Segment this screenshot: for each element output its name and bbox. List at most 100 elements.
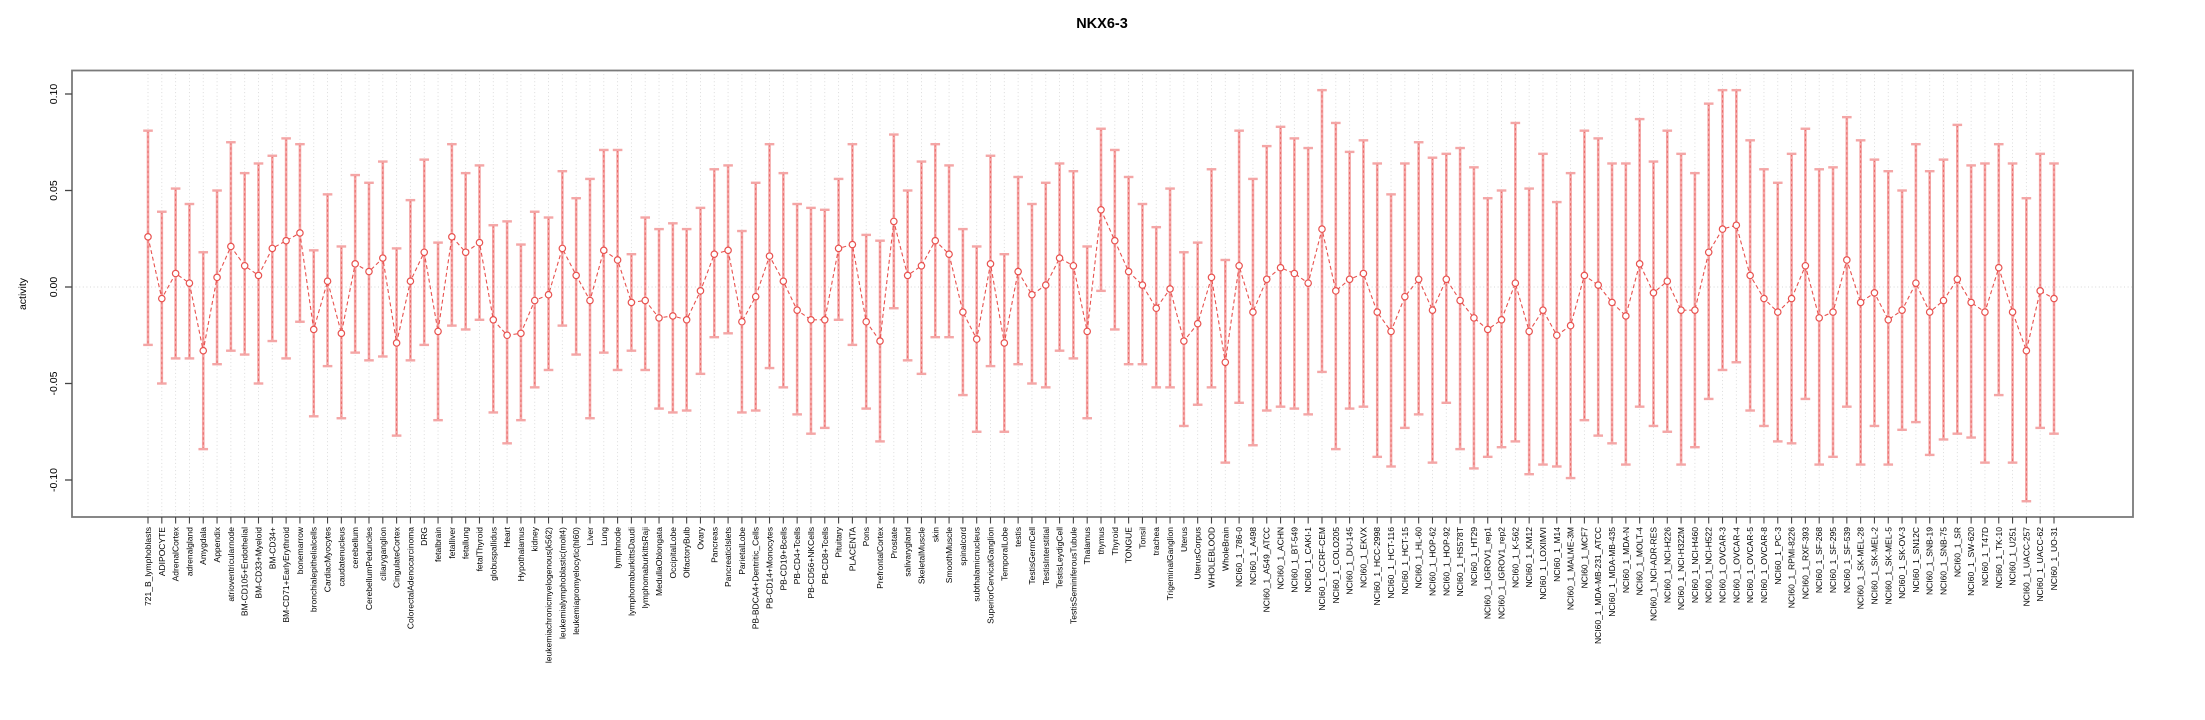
data-point — [1843, 256, 1851, 264]
data-point — [1566, 321, 1575, 330]
x-tick-label: CingulateCortex — [392, 526, 402, 588]
x-tick-label: NCI60_1_M14 — [1552, 527, 1562, 582]
y-tick-label: -0.10 — [48, 468, 60, 492]
data-point — [240, 261, 249, 270]
x-tick-label: leukemialymphoblastic(molt4) — [557, 527, 567, 639]
x-tick-label: Liver — [585, 527, 595, 546]
data-point — [185, 279, 194, 287]
x-tick-label: Thyroid — [1110, 527, 1120, 556]
x-tick-label: PLACENTA — [847, 527, 857, 572]
x-tick-label: NCI60_1_IGROV1_rep2 — [1497, 527, 1507, 619]
data-point — [1262, 275, 1271, 284]
x-tick-label: fetalliver — [447, 527, 457, 559]
data-point — [945, 250, 953, 258]
x-tick-label: Appendix — [212, 526, 222, 562]
data-point — [2050, 294, 2058, 303]
data-point — [1787, 294, 1796, 303]
x-tick-label: NCI60_1_U251 — [2008, 527, 2018, 586]
x-tick-label: NCI60_1_HOP-62 — [1427, 527, 1437, 596]
data-point — [807, 316, 815, 324]
data-point — [1884, 316, 1893, 324]
plot-title: NKX6-3 — [1076, 16, 1128, 32]
data-point — [1318, 225, 1326, 233]
data-point — [1608, 298, 1616, 307]
data-point — [696, 287, 705, 295]
data-point — [862, 317, 871, 326]
x-tick-label: leukemiapromyelocytic(hl60) — [571, 527, 581, 635]
x-tick-label: Tonsil — [1137, 527, 1147, 549]
data-point — [986, 260, 995, 268]
data-point — [1760, 294, 1768, 303]
x-tick-label: OlfactoryBulb — [682, 527, 692, 578]
x-tick-label: NCI60_1_MDA-MB-435 — [1607, 527, 1617, 617]
x-tick-label: NCI60_1_MALME-3M — [1566, 527, 1576, 610]
data-point — [1483, 325, 1492, 334]
x-tick-label: adrenalgland — [184, 527, 194, 576]
x-tick-label: NCI60_1_SW-620 — [1966, 527, 1976, 596]
x-tick-label: Pancreas — [709, 527, 719, 563]
data-point — [1041, 281, 1050, 289]
error-bars-layer — [143, 88, 2059, 503]
x-tick-label: BM-CD105+Endothelial — [240, 527, 250, 616]
x-tick-label: lymphomaburkittsDaudi — [626, 527, 636, 616]
x-tick-label: NCI60_1_HL-60 — [1414, 527, 1424, 589]
data-point — [544, 290, 553, 299]
x-tick-label: NCI60_1_HS578T — [1455, 527, 1465, 596]
x-tick-label: Amygdala — [198, 527, 208, 565]
x-tick-label: testis — [1013, 527, 1023, 547]
data-point — [655, 314, 663, 322]
x-tick-label: NCI60_1_UACC-62 — [2035, 527, 2045, 602]
data-point — [1290, 269, 1299, 278]
x-tick-label: NCI60_1_UO-31 — [2049, 527, 2059, 591]
data-point — [1967, 298, 1975, 307]
data-point — [1152, 304, 1161, 313]
data-point — [337, 329, 346, 338]
x-tick-label: MedullaOblongata — [654, 527, 664, 596]
y-tick-label: 0.05 — [48, 180, 60, 201]
x-tick-label: NCI60_1_BT-549 — [1289, 527, 1299, 593]
x-tick-label: NCI60_1_MDA-MB-231_ATCC — [1593, 527, 1603, 644]
x-tick-label: NCI60_1_PC-3 — [1773, 527, 1783, 585]
data-point — [1649, 288, 1658, 297]
data-point — [627, 298, 636, 307]
data-point — [1994, 263, 2003, 272]
x-tick-label: NCI60_1_SK-MEL-28 — [1856, 527, 1866, 609]
x-tick-label: NCI60_1_CCRF-CEM — [1317, 527, 1327, 611]
x-tick-label: NCI60_1_SN12C — [1911, 527, 1921, 593]
data-point — [1497, 316, 1506, 324]
data-point — [1331, 287, 1340, 295]
data-point — [1304, 279, 1312, 287]
data-point — [1456, 296, 1464, 305]
data-point — [1414, 275, 1423, 284]
x-tick-label: lymphnode — [613, 527, 623, 569]
x-tick-label: Heart — [502, 526, 512, 547]
x-tick-label: NCI60_1_NCI-H322M — [1676, 527, 1686, 610]
x-tick-label: NCI60_1_HCT-116 — [1386, 527, 1396, 599]
x-tick-label: NCI60_1_MOLT-4 — [1635, 527, 1645, 596]
x-tick-label: globuspallidus — [488, 527, 498, 581]
data-point — [1718, 225, 1727, 233]
x-tick-label: TestisInterstitial — [1041, 527, 1051, 585]
data-point — [171, 269, 180, 278]
data-point — [1276, 263, 1285, 272]
x-tick-label: BM-CD34+ — [267, 527, 277, 569]
x-tick-label: NCI60_1_RXF-393 — [1800, 527, 1810, 600]
x-tick-label: TestisLeydigCell — [1055, 527, 1065, 589]
data-point — [1014, 267, 1022, 276]
data-point — [931, 236, 940, 245]
data-point — [1704, 248, 1713, 257]
data-point — [558, 244, 567, 253]
x-tick-label: NCI60_1_HCC-2998 — [1372, 527, 1382, 606]
data-point — [1000, 339, 1009, 347]
data-point — [378, 254, 387, 262]
data-point — [2008, 308, 2017, 316]
x-tick-label: NCI60_1_UACC-257 — [2021, 527, 2031, 607]
x-tick-label: NCI60_1_SR — [1952, 527, 1962, 577]
x-tick-label: NCI60_1_NCI-H226 — [1662, 527, 1672, 603]
data-point — [434, 327, 442, 336]
data-point — [503, 331, 511, 340]
x-tick-label: NCI60_1_DU-145 — [1345, 527, 1355, 595]
x-tick-label: NCI60_1_SK-OV-3 — [1897, 527, 1907, 599]
x-tick-label: NCI60_1_NCI-ADR-RES — [1648, 527, 1658, 621]
